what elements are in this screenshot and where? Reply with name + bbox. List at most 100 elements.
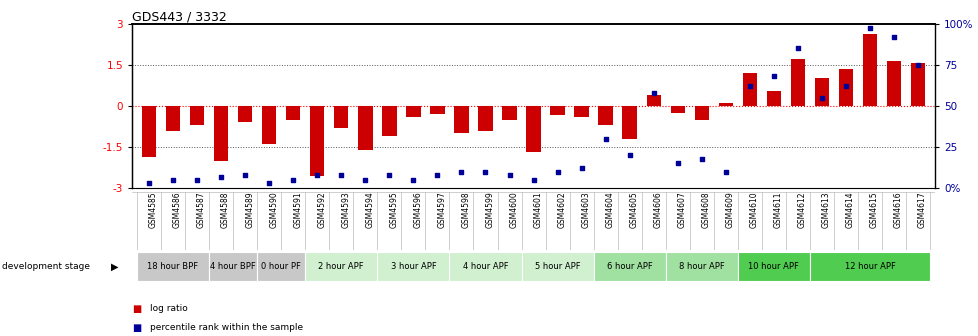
Text: GSM4592: GSM4592 bbox=[317, 192, 326, 228]
Point bbox=[621, 153, 637, 158]
Point bbox=[357, 177, 373, 183]
Text: GSM4593: GSM4593 bbox=[341, 192, 350, 228]
Point bbox=[598, 136, 613, 141]
Text: GSM4609: GSM4609 bbox=[725, 192, 734, 228]
Text: GSM4601: GSM4601 bbox=[533, 192, 542, 228]
Bar bbox=[358, 106, 373, 150]
Point bbox=[501, 172, 516, 178]
Text: GSM4607: GSM4607 bbox=[677, 192, 686, 228]
Point bbox=[141, 180, 156, 186]
Bar bbox=[862, 35, 876, 106]
Text: 4 hour BPF: 4 hour BPF bbox=[210, 262, 255, 271]
Point bbox=[165, 177, 181, 183]
Text: 5 hour APF: 5 hour APF bbox=[534, 262, 580, 271]
Text: GSM4617: GSM4617 bbox=[917, 192, 926, 228]
Text: GSM4590: GSM4590 bbox=[269, 192, 278, 228]
Text: GSM4605: GSM4605 bbox=[629, 192, 638, 228]
Text: GSM4613: GSM4613 bbox=[822, 192, 830, 228]
Point bbox=[477, 169, 493, 174]
Bar bbox=[310, 106, 324, 176]
Point bbox=[693, 156, 709, 161]
Point bbox=[237, 172, 252, 178]
Bar bbox=[718, 103, 733, 106]
Bar bbox=[257, 252, 305, 281]
Text: GSM4589: GSM4589 bbox=[244, 192, 254, 228]
Text: GSM4598: GSM4598 bbox=[461, 192, 470, 228]
Point bbox=[766, 74, 781, 79]
Text: GSM4599: GSM4599 bbox=[485, 192, 494, 228]
Point bbox=[333, 172, 349, 178]
Bar bbox=[502, 106, 516, 120]
Bar bbox=[262, 106, 276, 144]
Bar bbox=[814, 78, 828, 106]
Text: GSM4604: GSM4604 bbox=[605, 192, 614, 228]
Text: GSM4600: GSM4600 bbox=[509, 192, 518, 228]
Bar bbox=[693, 106, 708, 120]
Text: GSM4591: GSM4591 bbox=[292, 192, 302, 228]
Point bbox=[285, 177, 300, 183]
Text: 0 hour PF: 0 hour PF bbox=[261, 262, 301, 271]
Bar bbox=[598, 106, 612, 125]
Bar bbox=[286, 106, 300, 120]
Text: 18 hour BPF: 18 hour BPF bbox=[148, 262, 199, 271]
Point bbox=[717, 169, 733, 174]
Text: ■: ■ bbox=[132, 304, 141, 314]
Bar bbox=[137, 252, 209, 281]
Bar bbox=[809, 252, 929, 281]
Point bbox=[645, 90, 661, 95]
Bar bbox=[238, 106, 252, 122]
Bar bbox=[574, 106, 588, 117]
Bar bbox=[737, 252, 809, 281]
Bar bbox=[165, 106, 180, 131]
Point bbox=[189, 177, 204, 183]
Bar bbox=[454, 106, 468, 133]
Bar bbox=[478, 106, 492, 131]
Bar bbox=[593, 252, 665, 281]
Text: GSM4594: GSM4594 bbox=[365, 192, 374, 228]
Bar bbox=[190, 106, 204, 125]
Text: GSM4588: GSM4588 bbox=[221, 192, 230, 228]
Text: percentile rank within the sample: percentile rank within the sample bbox=[150, 323, 302, 332]
Point bbox=[213, 174, 229, 179]
Point bbox=[429, 172, 445, 178]
Point bbox=[573, 166, 589, 171]
Text: 4 hour APF: 4 hour APF bbox=[463, 262, 508, 271]
Bar bbox=[645, 95, 660, 106]
Text: GSM4597: GSM4597 bbox=[437, 192, 446, 228]
Bar bbox=[333, 106, 348, 128]
Bar bbox=[142, 106, 156, 157]
Text: GSM4615: GSM4615 bbox=[869, 192, 878, 228]
Bar bbox=[550, 106, 564, 116]
Text: GDS443 / 3332: GDS443 / 3332 bbox=[132, 10, 227, 23]
Point bbox=[405, 177, 421, 183]
Bar bbox=[406, 106, 421, 117]
Text: 2 hour APF: 2 hour APF bbox=[318, 262, 364, 271]
Point bbox=[453, 169, 468, 174]
Text: GSM4612: GSM4612 bbox=[797, 192, 806, 228]
Bar bbox=[305, 252, 377, 281]
Text: GSM4602: GSM4602 bbox=[557, 192, 566, 228]
Bar bbox=[449, 252, 521, 281]
Point bbox=[789, 46, 805, 51]
Text: development stage: development stage bbox=[2, 262, 90, 271]
Bar bbox=[838, 69, 853, 106]
Bar bbox=[790, 59, 804, 106]
Bar bbox=[213, 106, 228, 161]
Text: ■: ■ bbox=[132, 323, 141, 333]
Text: GSM4587: GSM4587 bbox=[197, 192, 205, 228]
Point bbox=[910, 62, 925, 68]
Bar bbox=[665, 252, 737, 281]
Text: 6 hour APF: 6 hour APF bbox=[606, 262, 652, 271]
Text: GSM4610: GSM4610 bbox=[749, 192, 758, 228]
Point bbox=[381, 172, 397, 178]
Text: log ratio: log ratio bbox=[150, 304, 188, 313]
Text: 12 hour APF: 12 hour APF bbox=[844, 262, 895, 271]
Point bbox=[814, 95, 829, 100]
Point bbox=[261, 180, 277, 186]
Bar bbox=[381, 106, 396, 136]
Text: GSM4585: GSM4585 bbox=[149, 192, 157, 228]
Text: ▶: ▶ bbox=[111, 261, 118, 271]
Text: 3 hour APF: 3 hour APF bbox=[390, 262, 436, 271]
Bar bbox=[742, 73, 756, 106]
Bar bbox=[521, 252, 593, 281]
